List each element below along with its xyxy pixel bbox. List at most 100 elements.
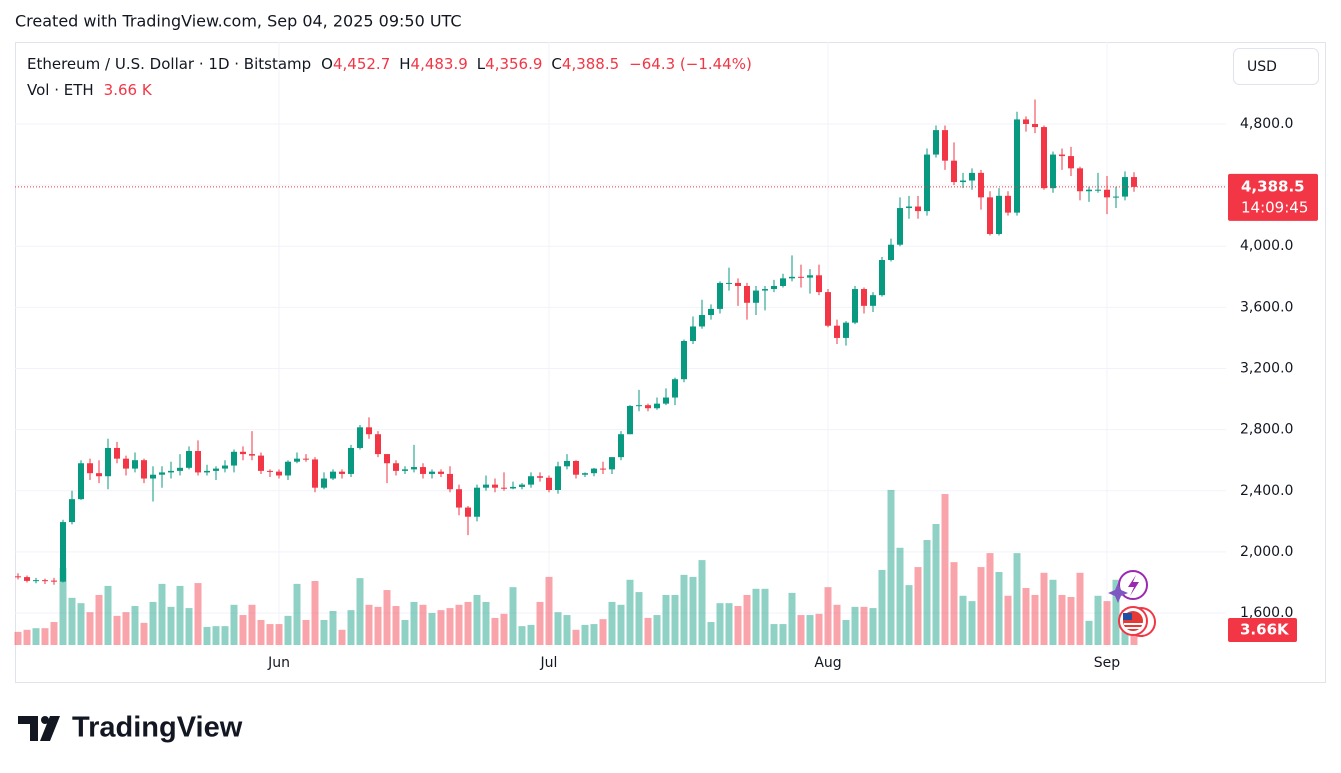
candle-body	[384, 454, 390, 464]
volume-bar	[419, 604, 427, 645]
volume-legend: Vol · ETH 3.66 K	[27, 81, 153, 99]
candle-body	[330, 471, 336, 479]
volume-bar	[509, 587, 517, 645]
candle-body	[645, 405, 651, 409]
legend-line: Ethereum / U.S. Dollar · 1D · Bitstamp O4…	[27, 55, 752, 73]
volume-bar	[662, 594, 670, 645]
volume-bar	[869, 608, 877, 645]
volume-bar	[32, 628, 40, 645]
volume-tag	[1228, 617, 1297, 642]
volume-bar	[680, 574, 688, 645]
candle-body	[609, 457, 615, 470]
candle-body	[465, 507, 471, 517]
y-tick-label: 4,800.0	[1240, 116, 1293, 132]
volume-bar	[743, 594, 751, 645]
axis-layer: 1,600.0 2,000.0 2,400.0 2,800.0 3,200.0 3,600…	[15, 116, 1318, 671]
volume-bar	[23, 629, 31, 645]
candle-body	[537, 476, 543, 478]
candle-body	[312, 459, 318, 488]
candle-body	[474, 487, 480, 517]
candle-body	[1050, 154, 1056, 189]
candle-body	[672, 379, 678, 398]
currency-box[interactable]	[1233, 48, 1319, 85]
volume-bar	[491, 617, 499, 645]
candle-body	[285, 461, 291, 476]
candle-body	[897, 208, 903, 245]
candle-body	[834, 325, 840, 338]
candle-body	[564, 460, 570, 467]
candle-body	[1104, 189, 1110, 198]
candle-body	[429, 471, 435, 474]
volume-bar	[221, 626, 229, 645]
candle-body	[231, 451, 237, 466]
volume-name: Vol · ETH	[27, 81, 94, 99]
volume-bar	[896, 547, 904, 645]
volume-bar	[176, 585, 184, 645]
candle-body	[1131, 177, 1137, 187]
volume-bar	[149, 601, 157, 645]
volume-bar	[968, 601, 976, 645]
volume-bar	[302, 619, 310, 645]
volume-bar	[671, 594, 679, 645]
x-tick-label: Jun	[267, 655, 290, 671]
candle-body	[267, 470, 273, 472]
volume-bar	[212, 626, 220, 645]
candle-body	[690, 326, 696, 341]
candle-body	[141, 460, 147, 479]
volume-bar	[104, 585, 112, 645]
volume-value: 3.66 K	[104, 81, 153, 99]
candle-body	[960, 180, 966, 183]
candle-body	[195, 451, 201, 473]
candle-body	[753, 290, 759, 303]
volume-bar	[725, 603, 733, 645]
volume-tag-value: 3.66K	[1240, 620, 1290, 638]
currency-button[interactable]: USD	[1233, 48, 1319, 85]
ohlc-value: 4,452.7	[333, 55, 390, 73]
volume-bar	[797, 615, 805, 645]
y-tick-label: 3,200.0	[1240, 361, 1293, 377]
candle-body	[213, 468, 219, 471]
candle-body	[447, 473, 453, 490]
volume-bar	[383, 590, 391, 645]
volume-bar	[995, 571, 1003, 645]
volume-bar	[698, 560, 706, 645]
candle-body	[843, 322, 849, 338]
logo-t	[18, 716, 38, 741]
y-tick-label: 4,000.0	[1240, 238, 1293, 254]
candle-body	[492, 484, 498, 488]
volume-bar	[437, 610, 445, 645]
candle-body	[528, 476, 534, 485]
candle-body	[33, 580, 39, 582]
volume-bar	[1103, 601, 1111, 645]
volume-bar	[716, 603, 724, 645]
candle-body	[654, 403, 660, 409]
candle-layer	[15, 99, 1137, 585]
change: −64.3 (−1.44%)	[629, 55, 752, 73]
brand: TradingView	[18, 712, 243, 744]
candle-body	[1086, 189, 1092, 192]
candle-body	[1113, 196, 1119, 198]
candle-body	[78, 463, 84, 500]
volume-bar	[770, 624, 778, 645]
ohlc-key: O	[321, 55, 333, 73]
volume-bar	[455, 604, 463, 645]
candle-body	[1095, 189, 1101, 191]
volume-bar	[1085, 620, 1093, 645]
candle-body	[798, 276, 804, 278]
volume-bar	[689, 576, 697, 645]
volume-bar	[941, 494, 949, 645]
volume-bar	[635, 592, 643, 645]
volume-bar	[536, 601, 544, 645]
candle-body	[573, 460, 579, 475]
volume-bar	[905, 585, 913, 645]
candle-body	[294, 458, 300, 462]
candle-body	[915, 206, 921, 212]
volume-bar	[356, 578, 364, 645]
volume-bar	[41, 628, 49, 645]
candle-body	[402, 469, 408, 471]
volume-bar	[950, 562, 958, 645]
volume-bar	[482, 601, 490, 645]
currency[interactable]: USD	[1247, 59, 1277, 75]
candle-body	[924, 154, 930, 212]
